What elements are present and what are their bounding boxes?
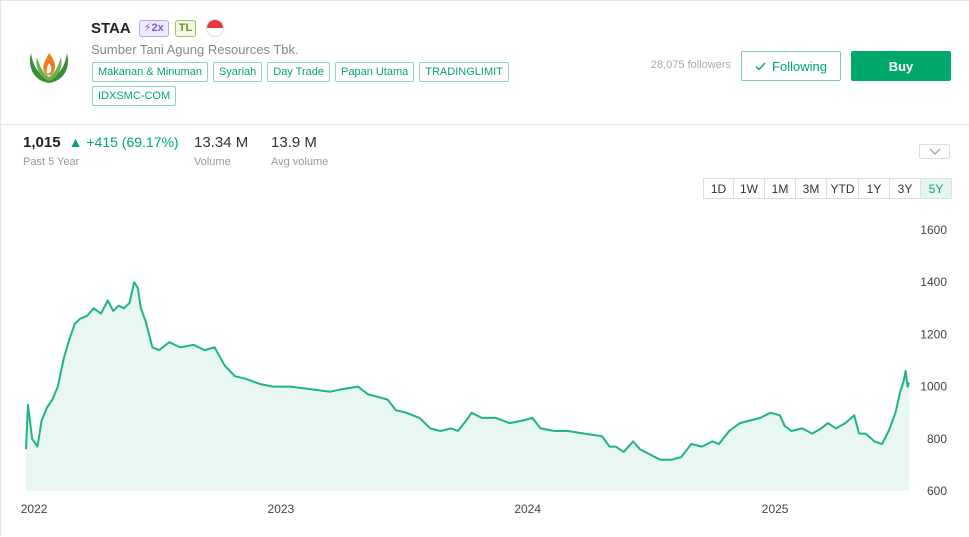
range-1y[interactable]: 1Y: [858, 178, 890, 199]
y-tick-label: 1000: [920, 380, 947, 394]
tag-makanan-minuman[interactable]: Makanan & Minuman: [92, 62, 208, 82]
up-arrow-icon: ▲: [64, 134, 87, 150]
volume-value: 13.34 M: [194, 134, 249, 151]
chart-options-dropdown[interactable]: [919, 144, 950, 159]
tag-list: Makanan & Minuman Syariah Day Trade Papa…: [92, 62, 542, 106]
avg-volume-label: Avg volume: [271, 156, 329, 168]
y-tick-label: 600: [927, 484, 947, 498]
chevron-down-icon: [929, 148, 940, 155]
last-price: 1,015: [23, 134, 61, 151]
tag-idxsmc-com[interactable]: IDXSMC-COM: [92, 86, 177, 106]
check-icon: [755, 62, 766, 71]
range-1w[interactable]: 1W: [733, 178, 765, 199]
y-tick-label: 1400: [920, 275, 947, 289]
price-area: [26, 282, 909, 491]
y-tick-label: 1200: [920, 327, 947, 341]
avg-volume-stat: 13.9 M Avg volume: [271, 134, 328, 168]
range-ytd[interactable]: YTD: [826, 178, 859, 199]
stock-header: STAA ⚡2x TL Sumber Tani Agung Resources …: [1, 1, 969, 125]
x-tick-label: 2023: [268, 502, 295, 516]
x-tick-label: 2024: [514, 502, 541, 516]
indonesia-flag-icon: [206, 19, 225, 37]
x-tick-label: 2025: [762, 502, 789, 516]
leverage-badge-label: 2x: [151, 21, 164, 34]
price-change: +415 (69.17%): [86, 134, 179, 150]
tag-syariah[interactable]: Syariah: [212, 62, 263, 82]
company-name: Sumber Tani Agung Resources Tbk.: [91, 42, 299, 57]
range-selector: 1D 1W 1M 3M YTD 1Y 3Y 5Y: [703, 178, 952, 199]
following-label: Following: [772, 58, 827, 74]
price-line: [25, 281, 910, 461]
leverage-badge: ⚡2x: [138, 19, 169, 37]
bolt-icon: ⚡: [143, 21, 152, 34]
y-tick-label: 1600: [920, 223, 947, 237]
followers-count: 28,075 followers: [650, 59, 731, 71]
price-stat: 1,015 ▲ +415 (69.17%) Past 5 Year: [23, 134, 179, 168]
following-button[interactable]: Following: [741, 51, 841, 81]
buy-button[interactable]: Buy: [851, 51, 951, 81]
range-5y[interactable]: 5Y: [920, 178, 952, 199]
period-label: Past 5 Year: [23, 156, 80, 168]
y-tick-label: 800: [927, 432, 947, 446]
tag-papan-utama[interactable]: Papan Utama: [335, 62, 415, 82]
volume-label: Volume: [194, 156, 231, 168]
volume-stat: 13.34 M Volume: [194, 134, 248, 168]
tag-tradinglimit[interactable]: TRADINGLIMIT: [419, 62, 509, 82]
ticker-symbol: STAA: [91, 19, 131, 37]
range-3m[interactable]: 3M: [795, 178, 827, 199]
avg-volume-value: 13.9 M: [271, 134, 317, 151]
palm-flame-logo: [29, 53, 69, 83]
tag-day-trade[interactable]: Day Trade: [267, 62, 330, 82]
range-1d[interactable]: 1D: [703, 178, 734, 199]
ticker-row: STAA ⚡2x TL: [91, 19, 225, 37]
x-tick-label: 2022: [21, 502, 48, 516]
tl-badge: TL: [174, 19, 197, 37]
